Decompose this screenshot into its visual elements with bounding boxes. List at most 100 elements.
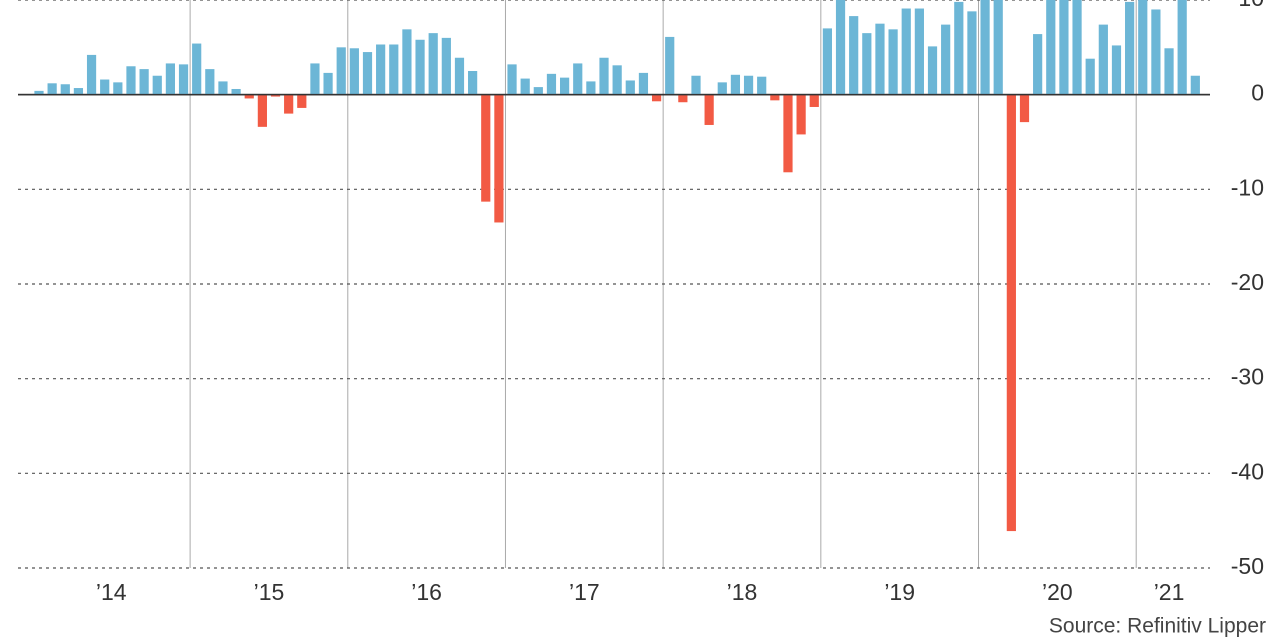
bar [638,72,649,95]
bar [704,94,714,125]
bar [1111,45,1122,95]
bar [993,0,1003,95]
bar [178,64,189,95]
x-tick-label: ’20 [1042,579,1073,605]
bar [1190,75,1200,95]
x-tick-label: ’14 [96,579,127,605]
bar [323,72,333,95]
bar [743,75,754,95]
y-tick-label: -40 [1231,458,1264,484]
bar [100,79,110,95]
bar [139,69,149,95]
bar [573,63,583,95]
bar [481,94,491,202]
bar [875,23,885,95]
bar [901,8,911,95]
bar [34,90,44,95]
bar [941,24,951,95]
bar [441,37,451,95]
bar [980,0,990,95]
x-tick-label: ’15 [254,579,285,605]
x-tick-label: ’19 [884,579,915,605]
bar [862,33,872,95]
bar [783,94,793,173]
bar [757,76,767,95]
bar [1098,24,1108,95]
bar [310,63,320,95]
bar [218,81,228,95]
bar [415,39,425,95]
bar [468,71,478,95]
y-tick-label: 0 [1251,80,1264,106]
bar [1046,0,1056,95]
bar [586,81,596,95]
bar [927,46,938,95]
bar [691,75,701,95]
y-tick-label: -50 [1231,553,1264,579]
bar [376,44,386,95]
bar [822,28,832,95]
bar [625,80,635,95]
bar [1085,58,1095,95]
bar [402,29,412,95]
bar [533,87,543,95]
bar [284,94,294,114]
bar [612,65,622,95]
y-tick-label: -30 [1231,364,1264,390]
bar [665,36,675,95]
bar [1151,9,1161,95]
bar [60,84,70,95]
bar [560,77,570,95]
bar [297,94,307,108]
bar [546,73,557,95]
y-tick-label: -20 [1231,269,1264,295]
bar [362,52,373,95]
bar [1019,94,1030,123]
bar [1072,0,1082,95]
y-tick-label: -10 [1231,174,1264,200]
bar [454,57,465,95]
x-tick-label: ’21 [1154,579,1185,605]
y-tick-label: 10 [1238,0,1264,11]
bar [1059,0,1069,95]
bar [599,57,609,95]
bar [507,64,517,95]
bar [494,94,504,223]
bar [914,8,924,95]
x-tick-label: ’16 [411,579,442,605]
bar [730,74,741,95]
bar [796,94,806,135]
bar [244,94,254,99]
bar [770,94,780,101]
source-note: Source: Refinitiv Lipper [1049,615,1266,638]
bar [428,33,438,95]
bar [651,94,662,102]
bar [257,94,267,127]
bar [520,78,530,95]
bar [73,88,84,95]
bar [1177,0,1187,95]
bar [1138,0,1148,95]
bar [165,63,175,95]
bar [1006,94,1016,532]
bar [86,54,97,95]
bar [1125,1,1135,95]
bar [678,94,688,103]
bar [849,16,859,95]
bar [152,75,162,95]
bar [717,82,727,95]
bar [126,66,136,95]
bar [954,1,964,95]
bar [270,94,281,97]
bar [1033,34,1043,95]
x-tick-label: ’17 [569,579,600,605]
bar [389,44,399,95]
bar [835,0,846,95]
bar [1164,48,1174,95]
bar [967,11,977,95]
bar [349,48,359,95]
bar [192,43,202,95]
bar [231,88,241,95]
bar [888,29,898,95]
